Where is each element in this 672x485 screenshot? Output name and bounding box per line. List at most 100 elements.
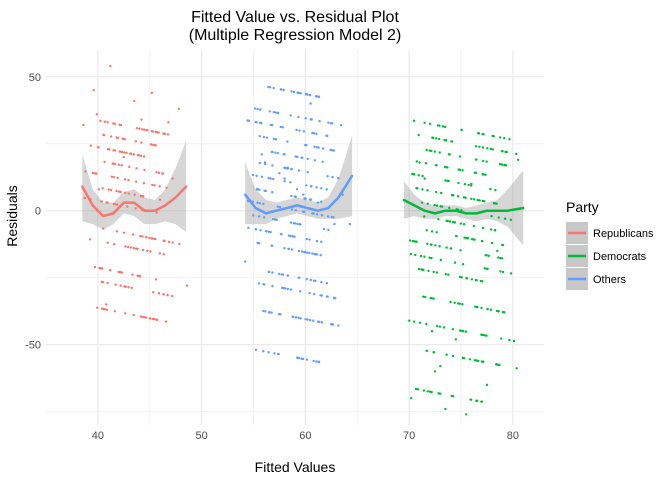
democrats-point xyxy=(430,390,433,394)
democrats-point xyxy=(424,162,428,165)
republicans-point xyxy=(141,195,145,198)
others-point xyxy=(301,156,304,160)
republicans-point xyxy=(167,240,171,244)
others-point xyxy=(321,147,325,150)
republicans-point xyxy=(109,64,112,68)
others-point xyxy=(308,238,311,241)
others-point xyxy=(325,281,328,285)
democrats-point xyxy=(471,238,474,241)
democrats-point xyxy=(461,262,465,266)
legend-label-democrats: Democrats xyxy=(593,251,647,263)
democrats-point xyxy=(445,353,448,356)
democrats-point xyxy=(437,218,440,221)
republicans-point xyxy=(93,172,97,175)
democrats-point xyxy=(426,189,429,192)
others-point xyxy=(269,177,272,180)
democrats-point xyxy=(459,222,463,225)
others-point xyxy=(303,197,306,200)
democrats-point xyxy=(426,242,429,246)
others-point xyxy=(270,311,273,314)
others-point xyxy=(320,294,323,297)
republicans-point xyxy=(91,171,95,175)
democrats-point xyxy=(435,137,438,140)
democrats-point xyxy=(425,349,429,353)
republicans-point xyxy=(165,186,168,189)
others-point xyxy=(314,279,317,283)
democrats-point xyxy=(499,136,502,139)
republicans-point xyxy=(124,312,127,315)
others-point xyxy=(294,316,298,319)
democrats-point xyxy=(422,389,426,392)
democrats-point xyxy=(417,174,420,177)
others-point xyxy=(290,167,293,171)
democrats-point xyxy=(497,256,500,259)
others-point xyxy=(295,356,299,359)
democrats-point xyxy=(458,155,462,158)
democrats-point xyxy=(435,271,439,274)
republicans-point xyxy=(162,293,165,296)
others-point xyxy=(290,208,294,211)
democrats-point xyxy=(432,351,436,354)
others-point xyxy=(260,121,263,125)
others-confidence-band xyxy=(245,135,353,225)
others-point xyxy=(267,270,270,274)
democrats-point xyxy=(508,138,511,141)
others-point xyxy=(332,296,336,300)
others-point xyxy=(317,360,321,364)
democrats-point xyxy=(481,132,484,136)
democrats-point xyxy=(417,267,421,271)
others-point xyxy=(257,215,261,218)
others-point xyxy=(283,246,286,250)
others-point xyxy=(305,144,308,147)
republicans-point xyxy=(138,274,142,278)
republicans-point xyxy=(141,235,144,238)
democrats-point xyxy=(431,136,434,139)
others-point xyxy=(305,278,308,281)
republicans-point xyxy=(150,143,153,146)
democrats-point xyxy=(475,158,478,161)
others-point xyxy=(297,249,301,253)
republicans-point xyxy=(154,278,158,281)
x-tick-label: 80 xyxy=(507,430,519,442)
others-point xyxy=(305,251,309,254)
democrats-point xyxy=(416,187,419,190)
democrats-point xyxy=(426,202,429,205)
democrats-point xyxy=(418,321,422,324)
democrats-point xyxy=(494,363,498,366)
confidence-bands xyxy=(82,135,524,246)
republicans-point xyxy=(150,91,154,95)
others-point xyxy=(280,232,283,236)
republicans-point xyxy=(127,192,130,195)
others-point xyxy=(320,321,324,324)
republicans-point xyxy=(113,310,117,313)
others-point xyxy=(295,128,298,132)
democrats-point xyxy=(433,150,437,153)
others-point xyxy=(267,230,271,233)
others-point xyxy=(284,287,287,290)
democrats-point xyxy=(445,166,449,169)
others-point xyxy=(325,134,328,137)
y-axis-title: Residuals xyxy=(4,185,20,246)
democrats-point xyxy=(493,202,497,205)
democrats-point xyxy=(442,326,446,329)
others-point xyxy=(332,216,335,219)
democrats-point xyxy=(440,191,443,195)
democrats-point xyxy=(429,296,432,300)
democrats-point xyxy=(477,359,480,363)
republicans-point xyxy=(89,144,93,147)
others-point xyxy=(311,131,314,135)
x-tick-label: 50 xyxy=(196,430,208,442)
republicans-point xyxy=(107,188,110,191)
democrats-point xyxy=(410,397,413,400)
others-point xyxy=(320,200,323,203)
republicans-point xyxy=(113,122,117,126)
others-point xyxy=(331,175,334,179)
republicans-point xyxy=(127,245,130,249)
democrats-point xyxy=(474,171,478,175)
democrats-point xyxy=(414,253,417,257)
democrats-point xyxy=(489,308,493,311)
democrats-point xyxy=(435,164,438,167)
democrats-point xyxy=(481,146,485,149)
others-point xyxy=(292,90,296,94)
others-point xyxy=(305,237,308,241)
